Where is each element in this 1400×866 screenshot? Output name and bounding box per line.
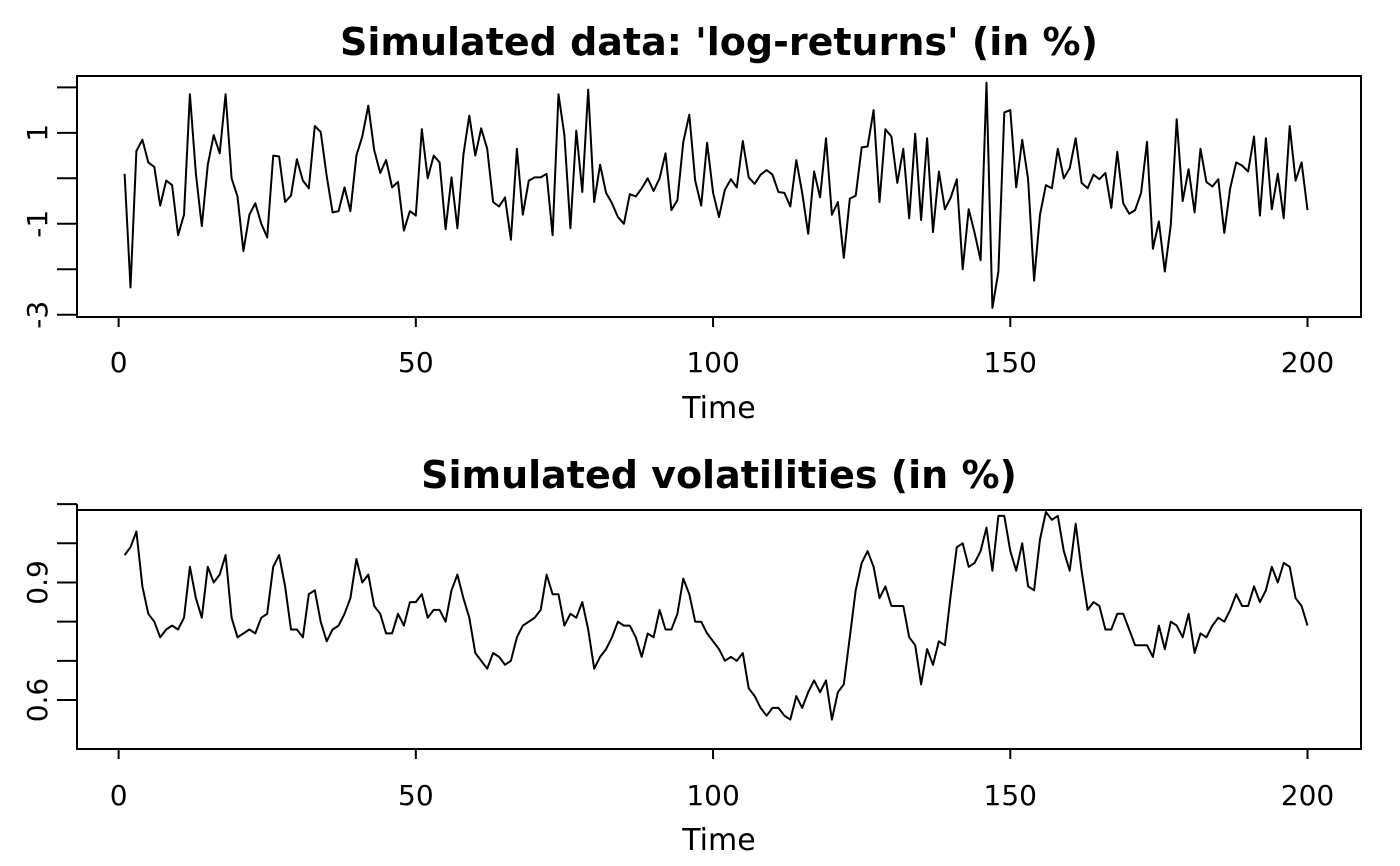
x-tick-label: 50 (398, 346, 434, 379)
x-tick-label: 0 (110, 346, 128, 379)
x-tick-label: 150 (984, 779, 1037, 812)
y-tick-label: 1 (21, 124, 54, 142)
series-line-2-1 (123, 511, 1309, 721)
y-tick-label: -3 (21, 301, 54, 329)
series-line-1-1 (123, 81, 1309, 309)
x-axis-label: Time (681, 391, 755, 426)
x-tick-label: 0 (110, 779, 128, 812)
chart-title: Simulated data: 'log-returns' (in %) (340, 20, 1098, 64)
x-tick-label: 150 (984, 346, 1037, 379)
y-tick-label: 0.6 (21, 678, 54, 723)
chart-title: Simulated volatilities (in %) (421, 453, 1017, 497)
x-tick-label: 100 (686, 346, 739, 379)
x-tick-label: 200 (1281, 346, 1334, 379)
y-tick-label: 0.9 (21, 560, 54, 605)
x-tick-label: 100 (686, 779, 739, 812)
x-tick-label: 50 (398, 779, 434, 812)
y-tick-label: -1 (21, 210, 54, 238)
x-tick-label: 200 (1281, 779, 1334, 812)
x-axis-label: Time (681, 823, 755, 858)
chart-panel-2: Simulated volatilities (in %) 0 50 100 150 20… (21, 453, 1362, 858)
chart-panel-1: Simulated data: 'log-returns' (in %) 0 50 1… (21, 20, 1362, 426)
